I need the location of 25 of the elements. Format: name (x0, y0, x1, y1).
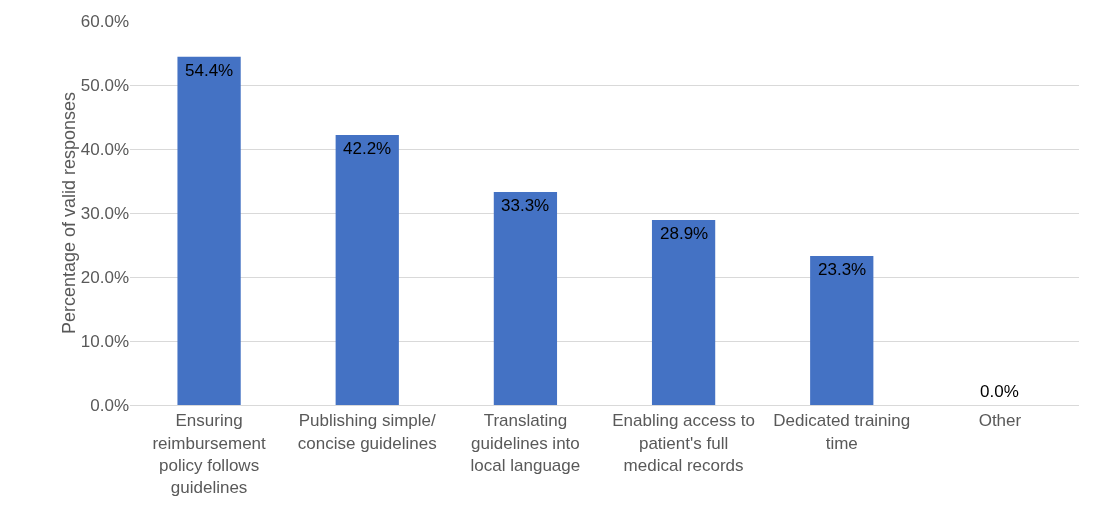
y-tick-label: 20.0% (80, 267, 129, 287)
bar (177, 56, 241, 405)
x-tick-label: Publishing simple/ concise guidelines (297, 411, 437, 453)
y-tick-label: 0.0% (90, 395, 129, 415)
x-tick-label: Dedicated training time (773, 411, 911, 453)
data-label: 28.9% (660, 224, 709, 243)
data-label: 42.2% (343, 139, 392, 158)
bar (810, 255, 874, 405)
y-tick-label: 40.0% (80, 139, 129, 159)
data-label: 0.0% (980, 382, 1019, 401)
bar (335, 134, 399, 405)
y-tick-label: 50.0% (80, 75, 129, 95)
x-tick-label: Translating guidelines into local language (470, 411, 581, 475)
y-tick-label: 30.0% (80, 203, 129, 223)
data-label: 54.4% (185, 61, 234, 80)
x-tick-label: Other (978, 411, 1022, 431)
x-tick-label: Ensuring reimbursement policy follows guidelines (152, 411, 267, 497)
x-tick-label: Enabling access to patient's full medical records (612, 411, 755, 475)
y-tick-label: 60.0% (80, 11, 129, 31)
y-axis-title: Percentage of valid responses (58, 91, 79, 335)
y-tick-label: 10.0% (80, 331, 129, 351)
data-label: 33.3% (501, 196, 550, 215)
bar (493, 191, 558, 405)
data-label: 23.3% (818, 260, 867, 279)
bar (651, 220, 716, 405)
